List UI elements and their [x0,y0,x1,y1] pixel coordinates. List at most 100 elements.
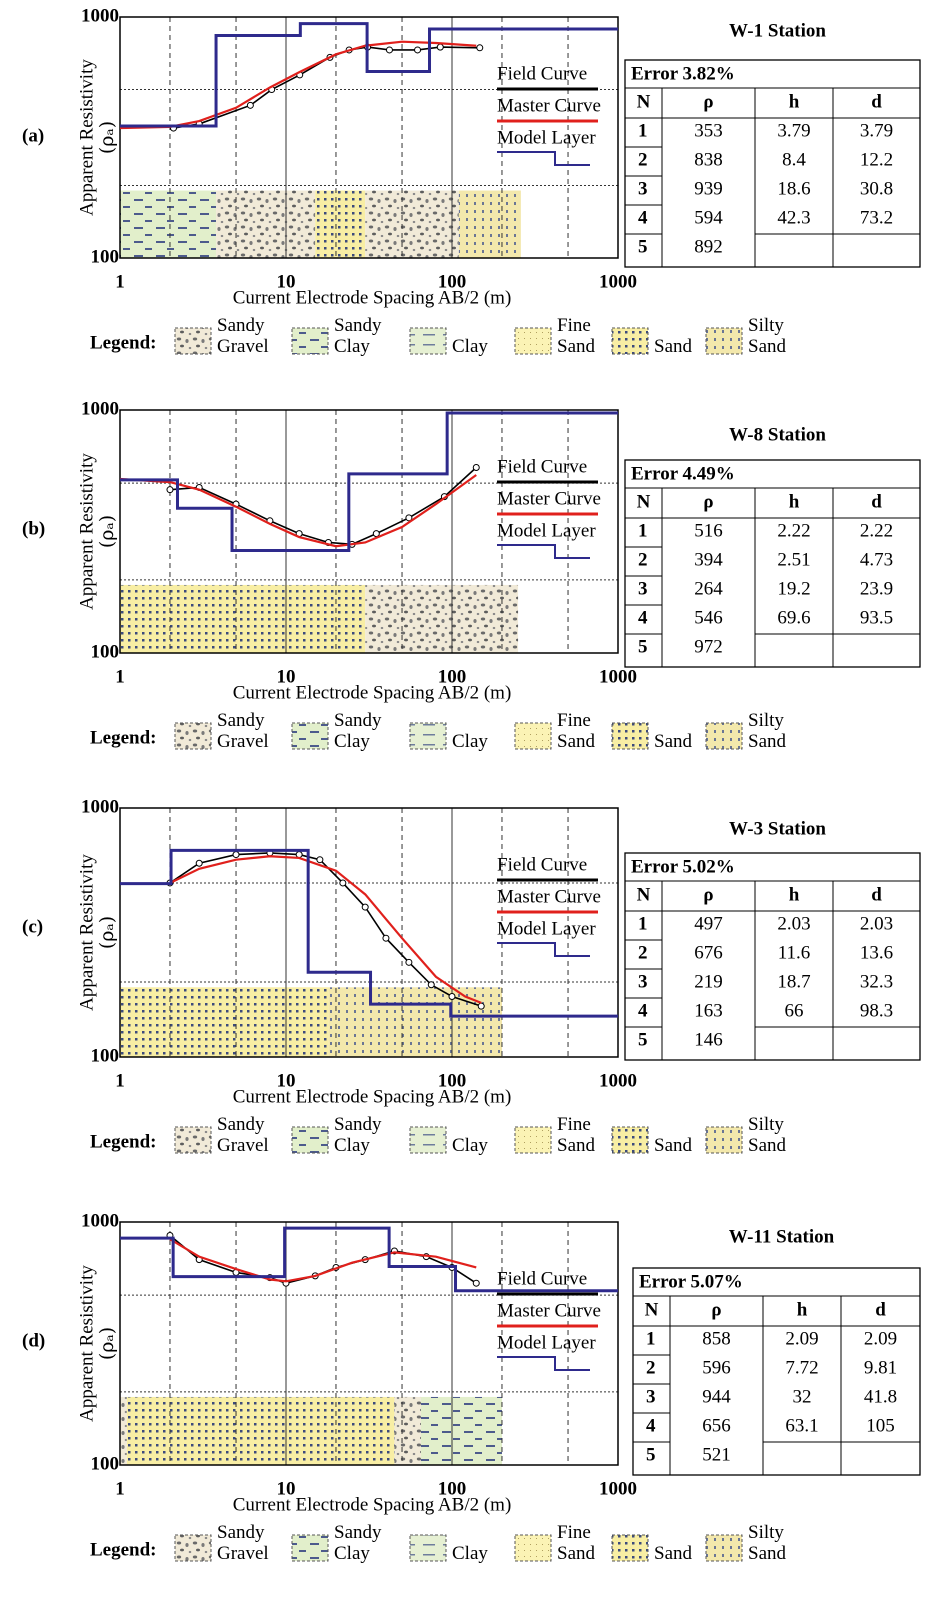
x-tick-label: 1 [115,1070,125,1091]
series-legend-label: Field Curve [497,63,587,84]
table-cell: 8.4 [782,149,806,170]
lithology-band [328,987,502,1057]
table-cell: 93.5 [860,607,893,628]
series-legend-label: Master Curve [497,886,601,907]
legend-swatch [174,327,212,355]
lithology-band [394,1396,421,1465]
table-cell: 30.8 [860,178,893,199]
table-cell: 105 [866,1415,895,1436]
table-cell: 4.73 [860,549,893,570]
y-tick-label: 100 [91,1045,120,1066]
table-header: d [871,91,882,112]
table-cell: 32 [793,1386,812,1407]
plot-frame [119,807,619,1058]
table-cell: 23.9 [860,578,893,599]
legend-swatch [514,1126,552,1154]
x-tick-label: 1 [115,1478,125,1499]
table-cell: 594 [694,207,723,228]
field-point [232,851,240,859]
station-title: W-3 Station [729,818,826,839]
table-cell: 2.22 [860,520,893,541]
table-header: ρ [703,491,713,512]
field-point [414,46,422,54]
panel-label: (a) [22,125,44,146]
lithology-band [120,1396,127,1465]
y-axis-symbol: (ρₐ) [96,916,118,949]
station-title: W-8 Station [729,424,826,445]
series-line [169,1238,477,1283]
legend-swatch [291,327,329,355]
series-line [120,22,618,128]
y-tick-label: 100 [91,246,120,267]
table-cell: 516 [694,520,723,541]
table-cell: 4 [638,607,648,628]
table-cell: 73.2 [860,207,893,228]
legend-item: Clay [452,336,488,357]
lithology-band [120,584,366,653]
table-cell: 19.2 [777,578,810,599]
legend-label: Sand [654,1135,692,1156]
table-header: ρ [703,91,713,112]
legend-swatch [514,1534,552,1562]
legend-swatch [705,327,743,355]
y-tick-label: 1000 [81,796,119,817]
series-legend-label: Field Curve [497,854,587,875]
legend-label: Fine Sand [557,710,595,752]
table-cell: 13.6 [860,942,893,963]
field-point [382,934,390,942]
table-header: h [789,91,800,112]
table-cell: 1 [638,120,648,141]
lithology-band [126,1396,395,1465]
x-tick-label: 100 [438,666,467,687]
legend-swatch [409,1534,447,1562]
legend-item: Sandy Gravel [217,1522,269,1564]
table-error: Error 3.82% [631,63,735,84]
legend-label: Sandy Gravel [217,710,269,752]
legend-item: Silty Sand [748,1114,786,1156]
table-cell: 3 [638,971,648,992]
field-point [448,992,456,1000]
y-axis-label: Apparent Resistivity [76,59,97,216]
legend-swatch [174,1534,212,1562]
table-cell: 12.2 [860,149,893,170]
lithology-band [365,190,459,258]
table-cell: 892 [694,236,723,257]
table-cell: 1 [646,1328,656,1349]
x-tick-label: 100 [438,1070,467,1091]
legend-label: Sand [654,731,692,752]
legend-item: Fine Sand [557,315,595,357]
table-cell: 596 [702,1357,731,1378]
table-cell: 98.3 [860,1000,893,1021]
legend-item: Clay [452,731,488,752]
legend-swatch [514,722,552,750]
field-point [477,1002,485,1010]
legend-swatch [514,327,552,355]
y-tick-label: 1000 [81,5,119,26]
legend-label: Silty Sand [748,710,786,752]
table-cell: 394 [694,549,723,570]
lithology-band [315,190,366,258]
legend-label: Sandy Clay [334,710,382,752]
legend-item: Sandy Clay [334,1114,382,1156]
legend-swatch [611,1126,649,1154]
table-cell: 42.3 [777,207,810,228]
series-legend-label: Model Layer [497,1332,596,1353]
x-tick-label: 10 [277,666,296,687]
x-tick-label: 10 [277,1070,296,1091]
y-tick-label: 1000 [81,1210,119,1231]
y-tick-label: 100 [91,641,120,662]
field-point [472,463,480,471]
table-cell: 5 [646,1444,656,1465]
plot-frame [119,409,619,654]
lithology-band [458,190,521,258]
table-cell: 3 [638,578,648,599]
x-tick-label: 1 [115,666,125,687]
table-cell: 7.72 [785,1357,818,1378]
table-cell: 2 [638,942,648,963]
field-point [166,486,174,494]
legend-swatch [611,722,649,750]
table-cell: 4 [638,1000,648,1021]
series-legend-label: Model Layer [497,520,596,541]
field-point [405,514,413,522]
table-cell: 41.8 [864,1386,897,1407]
